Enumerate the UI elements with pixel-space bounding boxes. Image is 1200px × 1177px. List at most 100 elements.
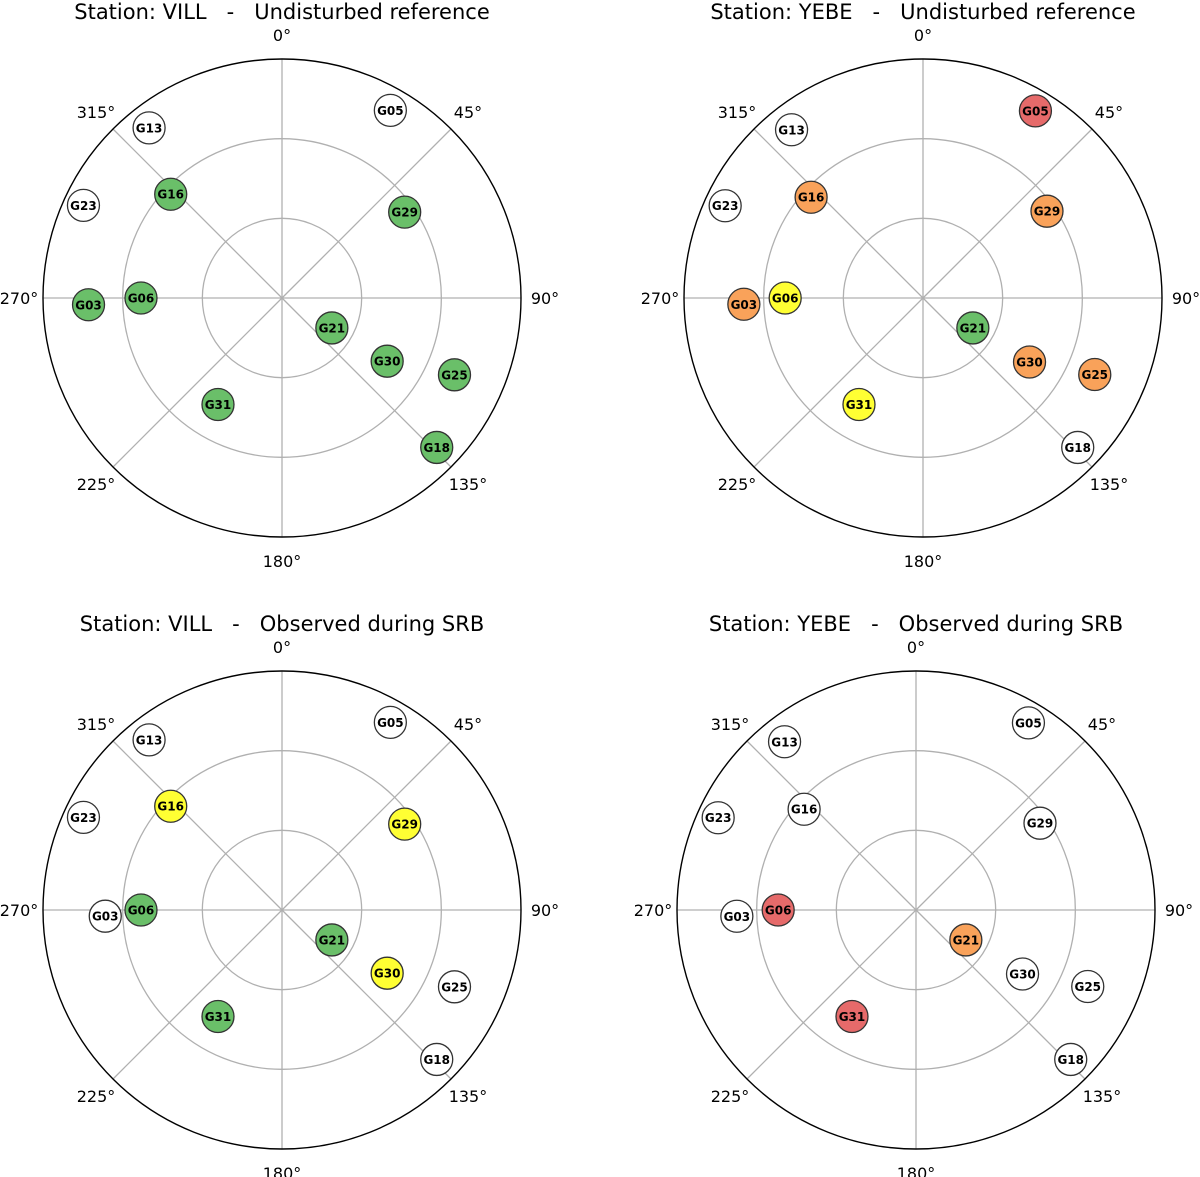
satellite-marker-g16: G16 — [154, 789, 188, 823]
grid-spoke — [281, 740, 452, 911]
panel-title: Station: YEBE - Undisturbed reference — [710, 0, 1135, 24]
satellite-label: G16 — [157, 188, 184, 202]
angle-tick-label: 90° — [1172, 289, 1200, 308]
satellite-dot — [132, 111, 166, 145]
satellite-dot — [1071, 969, 1105, 1004]
satellite-marker-g21: G21 — [315, 923, 349, 957]
satellite-dot — [154, 177, 188, 211]
satellite-marker-g16: G16 — [787, 792, 821, 826]
satellite-dot — [437, 970, 472, 1004]
angle-tick-label: 0° — [273, 26, 291, 45]
satellite-dot — [1012, 345, 1047, 379]
angle-tick-label: 225° — [77, 1087, 116, 1106]
skyplot-panel-yebe-observed: Station: YEBE - Observed during SRB 0° 45… — [634, 612, 1193, 1177]
angle-tick-label: 135° — [1090, 475, 1129, 494]
satellite-label: G05 — [377, 716, 404, 730]
satellite-marker-g13: G13 — [132, 723, 166, 757]
satellite-dot — [787, 792, 821, 826]
satellite-dot — [373, 705, 407, 739]
satellite-label: G23 — [712, 199, 739, 213]
satellite-dot — [1054, 1042, 1088, 1077]
satellite-dot — [956, 311, 990, 345]
satellite-dot — [842, 387, 876, 422]
satellite-label: G31 — [205, 1010, 232, 1024]
grid-spoke — [746, 909, 917, 1080]
satellite-marker-g25: G25 — [1078, 357, 1112, 392]
satellite-label: G31 — [205, 398, 232, 412]
satellite-dot — [949, 923, 983, 957]
satellite-marker-g23: G23 — [66, 800, 101, 835]
satellite-label: G23 — [70, 199, 97, 213]
satellite-label: G03 — [92, 910, 119, 924]
satellite-marker-g16: G16 — [154, 177, 188, 211]
satellite-marker-g29: G29 — [388, 807, 422, 841]
satellite-label: G31 — [846, 398, 873, 412]
satellite-label: G03 — [724, 910, 751, 924]
satellite-marker-g31: G31 — [201, 387, 235, 422]
satellite-dot — [124, 893, 158, 927]
satellite-label: G18 — [423, 1053, 450, 1067]
satellite-label: G21 — [953, 933, 980, 947]
grid-spoke — [281, 128, 452, 299]
satellite-dot — [1018, 94, 1053, 128]
grid-spoke — [922, 128, 1093, 299]
satellite-label: G29 — [1034, 205, 1061, 219]
satellite-marker-g05: G05 — [373, 705, 407, 739]
angle-tick-label: 270° — [634, 901, 673, 920]
satellite-label: G25 — [441, 980, 468, 994]
satellite-dot — [420, 430, 454, 465]
satellite-dot — [201, 387, 235, 422]
satellite-marker-g13: G13 — [767, 725, 802, 759]
satellite-marker-g31: G31 — [201, 999, 235, 1034]
satellite-label: G13 — [136, 733, 163, 747]
satellite-dot — [794, 180, 828, 214]
satellite-label: G21 — [319, 321, 346, 335]
satellite-marker-g30: G30 — [1005, 957, 1040, 991]
satellite-dot — [154, 789, 188, 823]
satellite-label: G03 — [731, 298, 758, 312]
satellite-marker-g23: G23 — [708, 189, 742, 223]
angle-tick-label: 270° — [0, 289, 38, 308]
satellite-marker-g31: G31 — [842, 387, 876, 422]
satellite-dot — [767, 725, 802, 759]
angle-tick-label: 45° — [1088, 715, 1116, 734]
satellite-label: G25 — [441, 368, 468, 382]
satellite-dot — [388, 195, 422, 229]
satellite-dot — [201, 999, 235, 1034]
satellite-marker-g03: G03 — [727, 287, 761, 321]
satellite-dot — [1011, 706, 1046, 740]
satellite-dot — [370, 956, 404, 990]
satellite-label: G13 — [771, 735, 798, 749]
satellite-dot — [66, 188, 101, 223]
satellite-dot — [1005, 957, 1040, 991]
angle-tick-label: 45° — [1095, 103, 1123, 122]
satellite-dot — [88, 899, 122, 933]
satellite-marker-g18: G18 — [420, 430, 454, 465]
angle-tick-label: 270° — [641, 289, 680, 308]
skyplot-panel-vill-undisturbed: Station: VILL - Undisturbed reference 0°… — [0, 0, 559, 571]
angle-tick-label: 270° — [0, 901, 38, 920]
satellite-label: G06 — [128, 292, 155, 306]
angle-tick-label: 135° — [449, 475, 488, 494]
satellite-label: G30 — [374, 355, 401, 369]
satellite-label: G29 — [391, 206, 418, 220]
angle-tick-label: 90° — [531, 289, 559, 308]
satellite-marker-g13: G13 — [132, 111, 166, 145]
grid-spoke — [112, 297, 283, 468]
angle-tick-label: 225° — [77, 475, 116, 494]
satellite-dot — [132, 723, 166, 757]
angle-tick-label: 90° — [1165, 901, 1193, 920]
satellite-label: G25 — [1074, 980, 1101, 994]
satellite-marker-g06: G06 — [124, 893, 158, 927]
satellite-dot — [768, 281, 802, 315]
satellite-marker-g03: G03 — [88, 899, 122, 933]
satellite-marker-g18: G18 — [420, 1042, 454, 1077]
angle-tick-label: 45° — [454, 103, 482, 122]
angle-tick-label: 135° — [449, 1087, 488, 1106]
satellite-label: G16 — [157, 800, 184, 814]
satellite-label: G31 — [839, 1010, 866, 1024]
angle-tick-label: 135° — [1083, 1087, 1122, 1106]
angle-tick-label: 180° — [263, 1164, 302, 1177]
angle-tick-label: 315° — [718, 103, 757, 122]
